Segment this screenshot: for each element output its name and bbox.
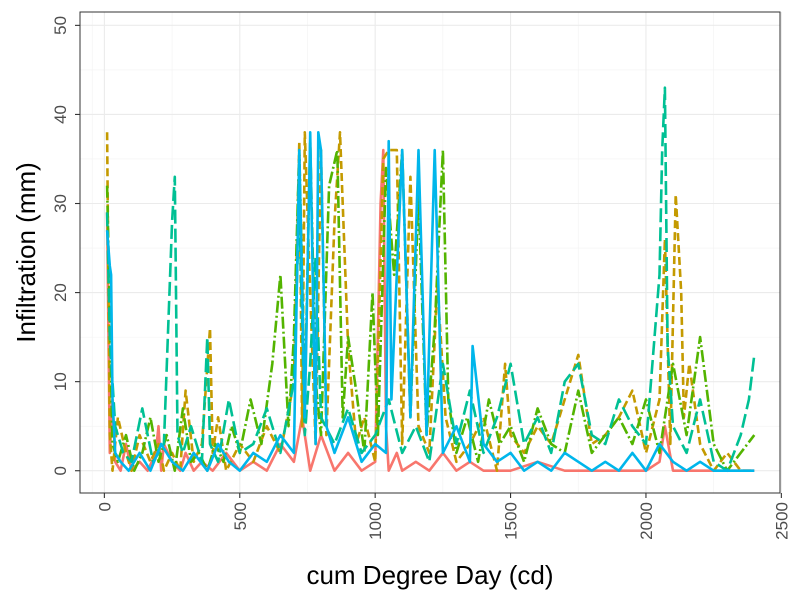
series-line-4: [105, 86, 756, 473]
y-tick-label: 0: [51, 466, 70, 475]
y-tick-label: 10: [51, 372, 70, 391]
x-tick-label: 2500: [772, 502, 791, 540]
x-axis-title: cum Degree Day (cd): [306, 560, 553, 590]
y-tick-labels: 0 10 20 30 40 50: [51, 16, 70, 476]
data-series: [105, 86, 756, 473]
series-line-3: [105, 139, 756, 473]
x-tick-label: 1500: [502, 502, 521, 540]
axis-ticks: [75, 24, 782, 498]
x-tick-label: 500: [231, 502, 250, 530]
series-line-5: [105, 131, 755, 473]
y-tick-label: 40: [51, 105, 70, 124]
y-tick-label: 50: [51, 16, 70, 35]
plot-panel-border: [79, 11, 781, 494]
x-tick-label: 1000: [366, 502, 385, 540]
y-tick-label: 20: [51, 283, 70, 302]
x-tick-label: 2000: [637, 502, 656, 540]
y-tick-label: 30: [51, 194, 70, 213]
minor-gridlines: [80, 12, 780, 493]
series-line-1: [105, 148, 755, 473]
x-tick-labels: 0 500 1000 1500 2000 2500: [95, 502, 791, 540]
y-axis-title: Infiltration (mm): [11, 162, 41, 343]
x-tick-label: 0: [95, 502, 114, 511]
